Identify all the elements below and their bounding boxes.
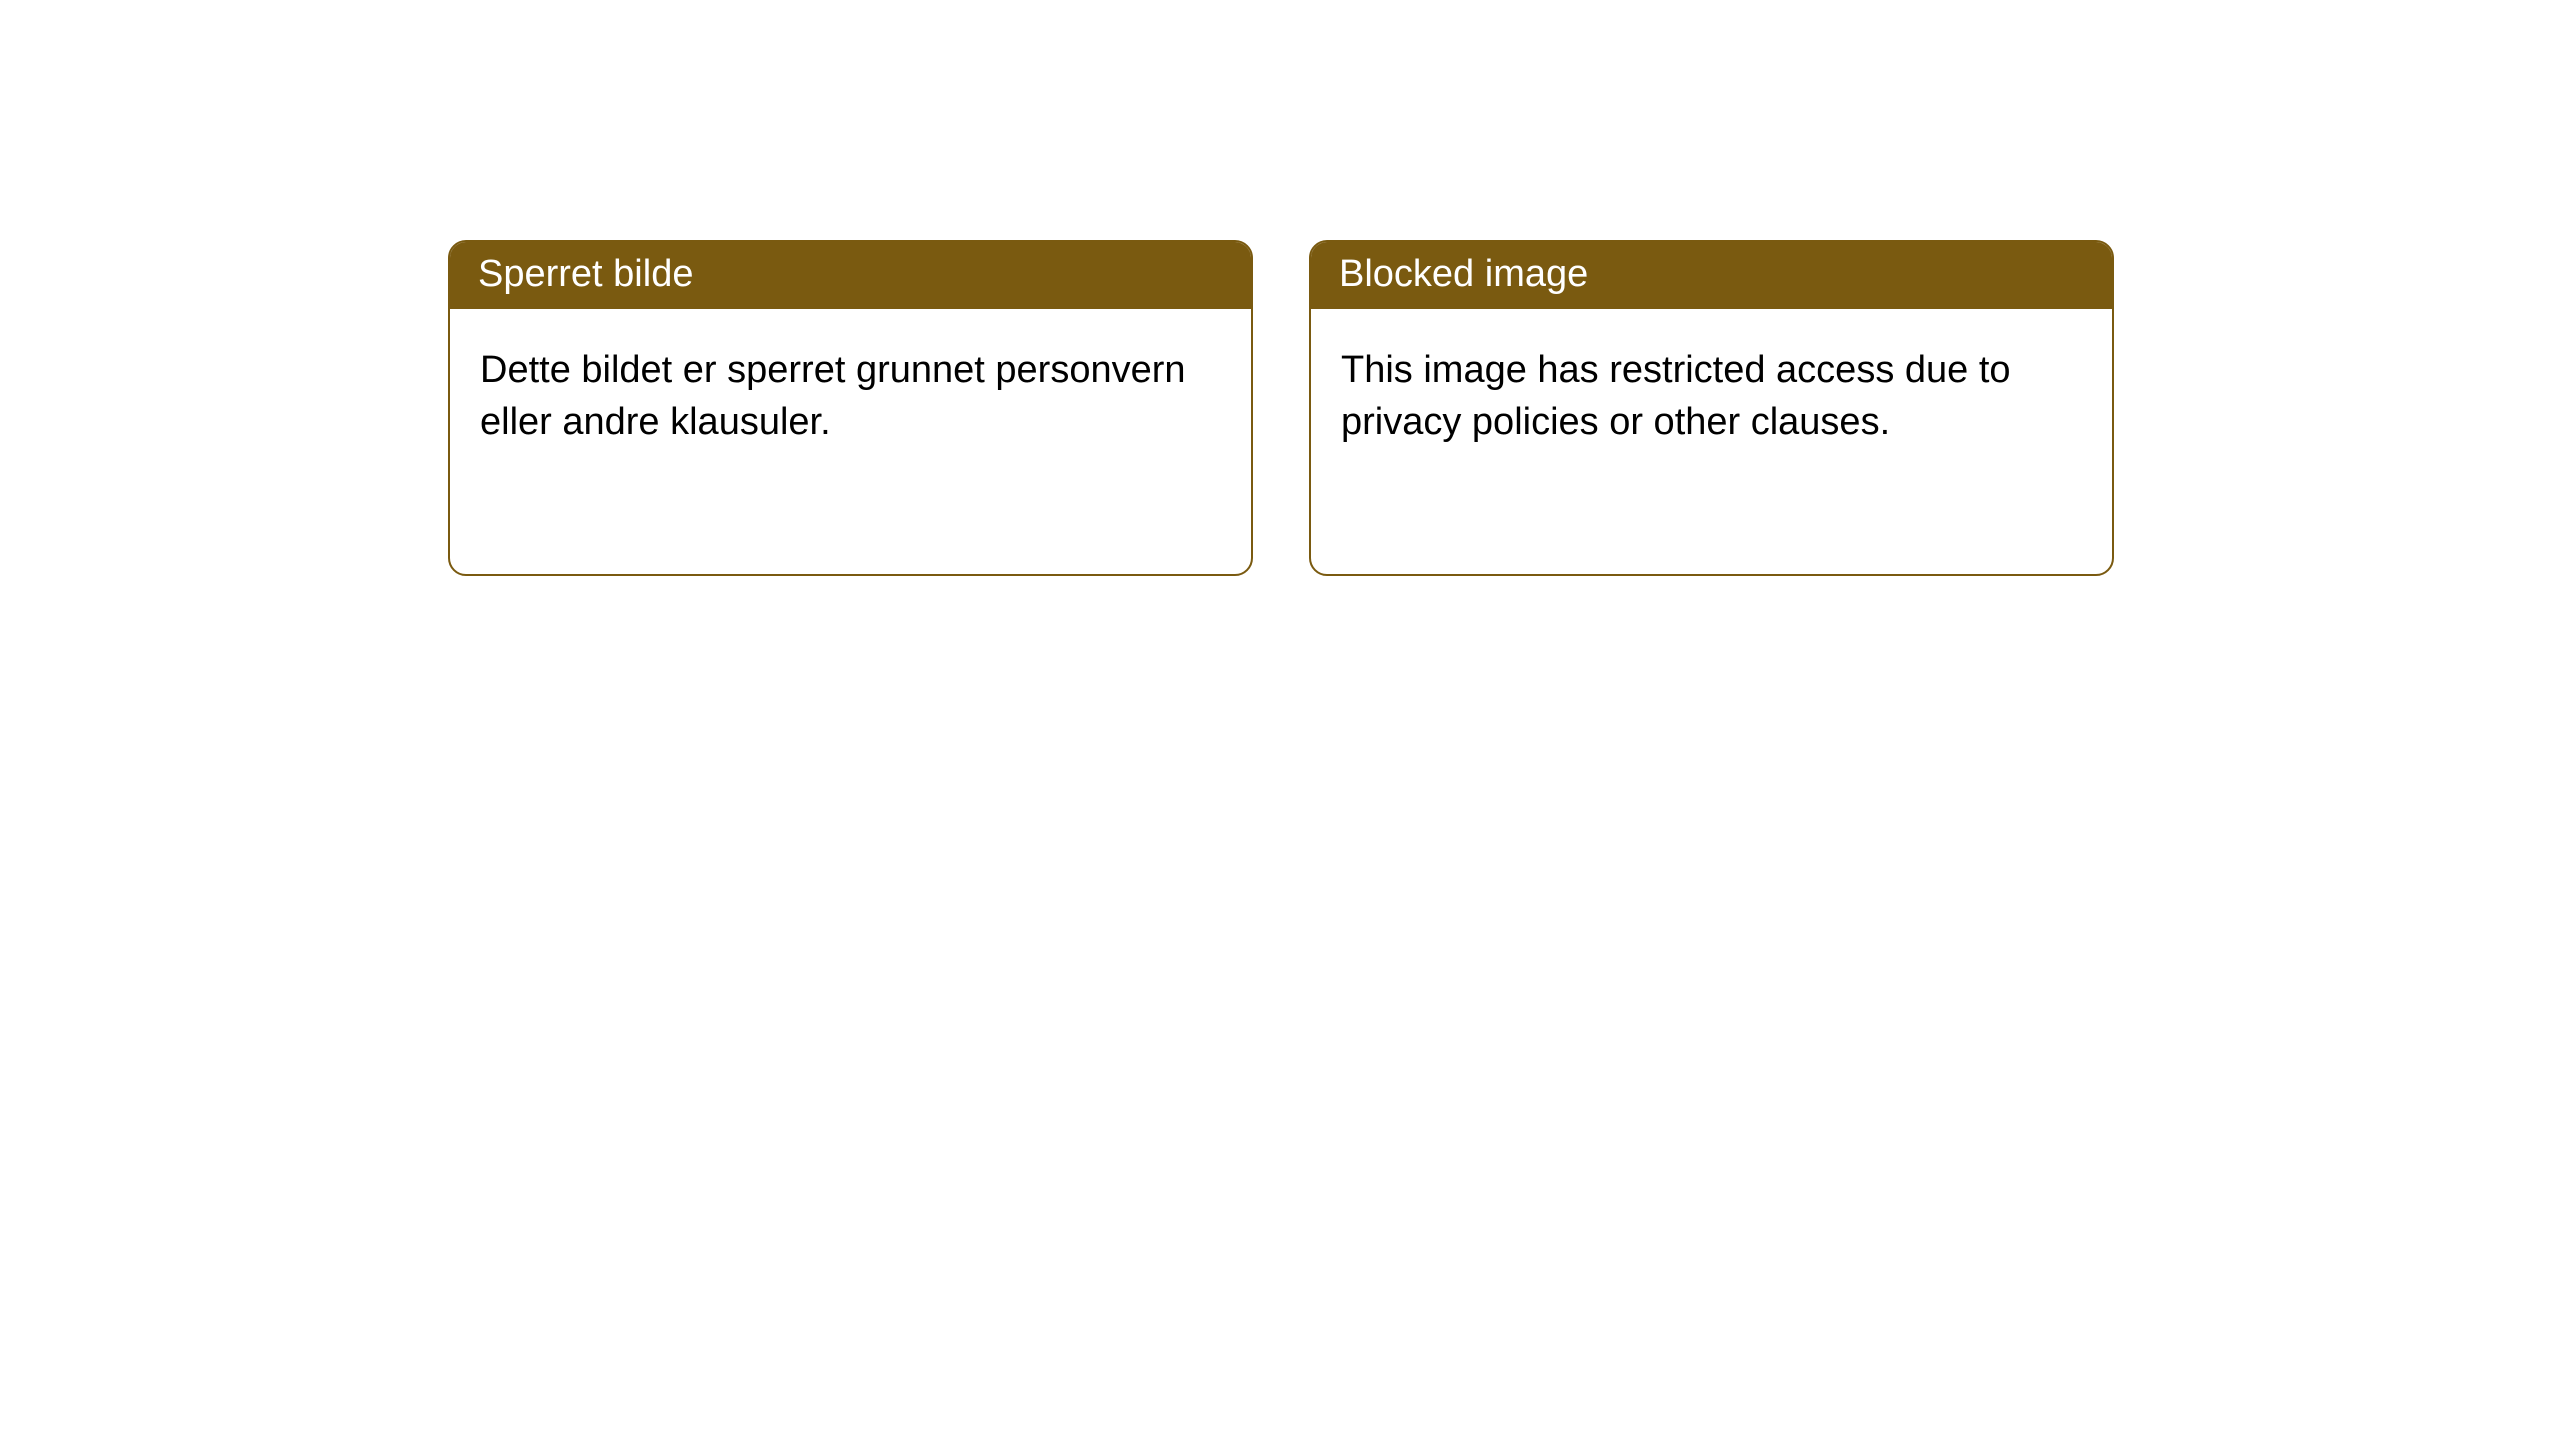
notice-box-norwegian: Sperret bilde Dette bildet er sperret gr…: [448, 240, 1253, 576]
notice-body-english: This image has restricted access due to …: [1311, 309, 2112, 484]
notice-body-norwegian: Dette bildet er sperret grunnet personve…: [450, 309, 1251, 484]
notice-header-norwegian: Sperret bilde: [450, 242, 1251, 309]
notice-box-english: Blocked image This image has restricted …: [1309, 240, 2114, 576]
notice-container: Sperret bilde Dette bildet er sperret gr…: [0, 0, 2560, 576]
notice-header-english: Blocked image: [1311, 242, 2112, 309]
